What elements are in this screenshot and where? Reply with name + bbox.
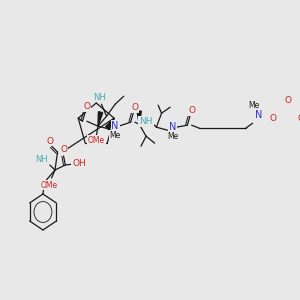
Text: OMe: OMe bbox=[40, 181, 58, 190]
Text: O: O bbox=[46, 136, 53, 146]
Text: NH: NH bbox=[35, 155, 48, 164]
Text: N: N bbox=[255, 110, 262, 120]
Polygon shape bbox=[98, 112, 103, 126]
Polygon shape bbox=[106, 118, 114, 130]
Polygon shape bbox=[137, 111, 141, 124]
Text: Me: Me bbox=[110, 131, 121, 140]
Text: O: O bbox=[284, 96, 291, 105]
Text: OMe: OMe bbox=[88, 136, 105, 145]
Text: NH: NH bbox=[93, 92, 106, 101]
Text: O: O bbox=[270, 114, 277, 123]
Text: Me: Me bbox=[167, 132, 178, 141]
Text: O: O bbox=[83, 102, 90, 111]
Text: NH: NH bbox=[139, 117, 153, 126]
Text: Me: Me bbox=[249, 101, 260, 110]
Text: N: N bbox=[112, 121, 119, 131]
Text: O: O bbox=[60, 146, 67, 154]
Text: N: N bbox=[169, 122, 176, 132]
Text: O: O bbox=[131, 103, 138, 112]
Text: O: O bbox=[297, 114, 300, 123]
Text: OH: OH bbox=[72, 160, 86, 169]
Text: O: O bbox=[188, 106, 195, 115]
